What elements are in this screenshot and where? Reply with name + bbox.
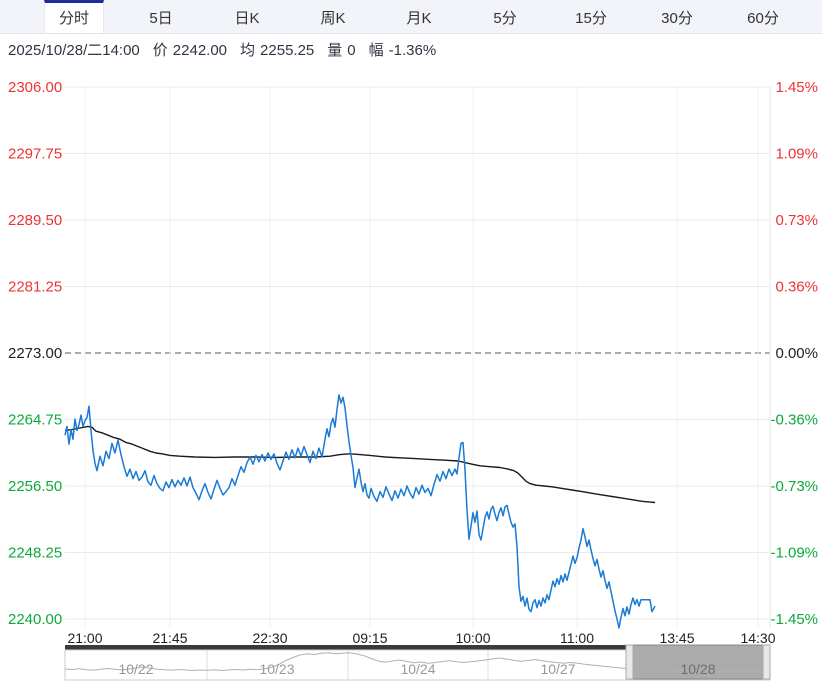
tab-日K[interactable]: 日K <box>234 10 260 27</box>
info-seg-幅: 幅 -1.36% <box>369 39 437 60</box>
info-label: 幅 <box>368 42 384 59</box>
info-label: 均 <box>240 42 256 59</box>
info-value: 2025/10/28/二14:00 <box>8 42 140 59</box>
price-polyline <box>64 394 656 629</box>
y-axis-label-right: -1.09% <box>770 545 818 562</box>
tab-15分[interactable]: 15分 <box>575 10 607 27</box>
info-value: 2255.25 <box>260 42 315 59</box>
y-axis-label-left: 2264.75 <box>8 412 62 429</box>
tab-月K[interactable]: 月K <box>406 10 432 27</box>
tab-30分[interactable]: 30分 <box>661 10 693 27</box>
navigator-handle-left[interactable] <box>625 644 634 680</box>
y-axis-label-left: 2240.00 <box>8 611 62 628</box>
info-value: 0 <box>347 42 356 59</box>
info-seg-datetime: 2025/10/28/二14:00 <box>8 39 140 60</box>
info-value: 2242.00 <box>172 42 228 59</box>
y-axis-label-right: 0.00% <box>775 345 818 362</box>
y-axis-label-right: -0.73% <box>770 478 818 495</box>
y-axis-label-right: -1.45% <box>770 611 818 628</box>
x-axis-label: 13:45 <box>659 630 694 646</box>
quote-info-bar: 2025/10/28/二14:00 价 2242.00 均 2255.25 量 0 幅 -1.3… <box>0 35 822 64</box>
y-axis-label-left: 2273.00 <box>8 345 62 362</box>
navigator-date-label: 10/23 <box>259 661 294 677</box>
tab-5分[interactable]: 5分 <box>493 10 517 27</box>
navigator-date-label: 10/28 <box>680 661 715 677</box>
navigator-date-label: 10/24 <box>400 661 435 677</box>
info-seg-均: 均 2255.25 <box>240 39 314 60</box>
y-axis-label-right: 1.45% <box>775 79 818 96</box>
x-axis-label: 22:30 <box>252 630 287 646</box>
tab-5日[interactable]: 5日 <box>149 10 173 27</box>
info-seg-价: 价 2242.00 <box>153 39 227 60</box>
x-axis-label: 21:00 <box>67 630 102 646</box>
tab-周K[interactable]: 周K <box>320 10 346 27</box>
y-axis-label-right: 0.36% <box>775 279 818 296</box>
y-axis-label-left: 2297.75 <box>8 146 62 163</box>
period-tabbar: 分时 5日 日K 周K 月K 5分 15分 30分 60分 <box>0 0 822 34</box>
y-axis-label-left: 2289.50 <box>8 212 62 229</box>
x-axis-label: 10:00 <box>455 630 490 646</box>
avg-price-polyline <box>64 425 656 504</box>
info-label: 价 <box>152 42 168 59</box>
tab-60分[interactable]: 60分 <box>747 10 779 27</box>
y-axis-label-right: -0.36% <box>770 412 818 429</box>
x-axis-label: 14:30 <box>740 630 775 646</box>
y-axis-label-right: 1.09% <box>775 146 818 163</box>
tab-分时[interactable]: 分时 <box>44 0 104 33</box>
x-axis-label: 11:00 <box>560 630 594 646</box>
navigator-series-line <box>64 652 771 673</box>
info-value: -1.36% <box>388 42 437 59</box>
y-axis-label-left: 2306.00 <box>8 79 62 96</box>
axis-baseline-bar <box>65 645 626 650</box>
y-axis-label-right: 0.73% <box>775 212 818 229</box>
navigator-handle-right[interactable] <box>762 644 771 680</box>
navigator-date-label: 10/27 <box>540 661 575 677</box>
x-axis-label: 09:15 <box>352 630 387 646</box>
y-axis-label-left: 2281.25 <box>8 279 62 296</box>
x-axis-label: 21:45 <box>152 630 187 646</box>
y-axis-label-left: 2256.50 <box>8 478 62 495</box>
info-label: 量 <box>327 42 343 59</box>
navigator-date-label: 10/22 <box>118 661 153 677</box>
y-axis-label-left: 2248.25 <box>8 545 62 562</box>
